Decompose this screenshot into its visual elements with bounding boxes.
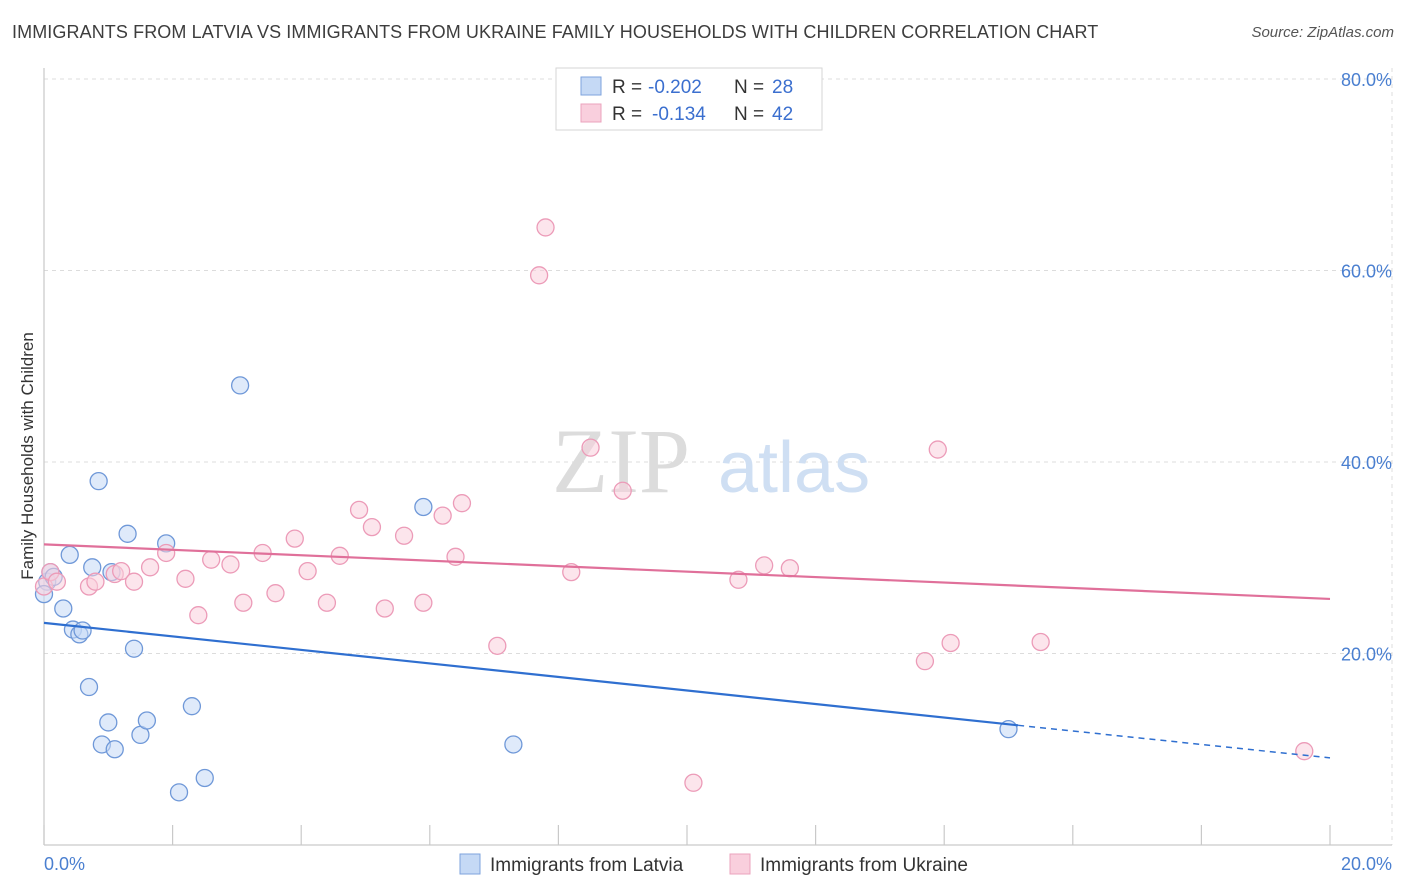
ukraine-point-38 — [780, 559, 800, 578]
legend-ukraine-r-label: R = — [612, 104, 642, 125]
legend-latvia-r-value: -0.202 — [648, 77, 702, 98]
latvia-point-24 — [414, 497, 433, 517]
y-tick-label-80: 80.0% — [1341, 70, 1392, 90]
ukraine-point-14 — [234, 593, 253, 612]
ukraine-point-10 — [176, 569, 195, 588]
y-tick-label-60: 60.0% — [1341, 262, 1392, 282]
ukraine-point-19 — [317, 593, 337, 612]
ukraine-point-43 — [1295, 742, 1314, 761]
ukraine-point-42 — [1031, 632, 1050, 652]
ukraine-point-8 — [140, 558, 160, 577]
ukraine-point-30 — [529, 266, 549, 285]
latvia-point-7 — [73, 621, 92, 640]
ukraine-point-29 — [488, 636, 507, 655]
ukraine-point-13 — [221, 555, 240, 574]
latvia-point-8 — [79, 677, 99, 697]
bottom-legend-swatch-ukraine — [729, 853, 751, 875]
ukraine-trend-line — [43, 543, 1331, 601]
ukraine-point-4 — [86, 572, 105, 591]
x-tick-label-max: 20.0% — [1341, 854, 1392, 874]
legend-latvia-n-value: 28 — [772, 77, 793, 98]
watermark-atlas: atlas — [718, 428, 870, 508]
trend-lines — [43, 543, 1331, 759]
ukraine-point-18 — [298, 562, 317, 581]
ukraine-point-37 — [755, 556, 774, 575]
latvia-point-4 — [60, 545, 79, 565]
ukraine-point-21 — [349, 500, 369, 520]
chart-title: IMMIGRANTS FROM LATVIA VS IMMIGRANTS FRO… — [12, 22, 1099, 42]
latvia-point-20 — [169, 783, 189, 802]
y-tick-label-20: 20.0% — [1341, 645, 1392, 665]
ukraine-point-36 — [729, 570, 748, 589]
ukraine-point-11 — [189, 606, 208, 625]
ukraine-point-35 — [684, 773, 703, 792]
ukraine-point-16 — [266, 584, 285, 603]
ukraine-point-9 — [157, 543, 176, 563]
gridlines — [44, 68, 1393, 845]
latvia-trend-line — [43, 621, 1019, 727]
legend-swatch-latvia — [580, 76, 602, 96]
latvia-point-23 — [230, 376, 250, 395]
ukraine-point-39 — [915, 652, 935, 671]
latvia-trend-extension — [1018, 724, 1331, 759]
ukraine-point-25 — [414, 593, 433, 612]
ukraine-point-34 — [613, 481, 632, 500]
ukraine-point-22 — [362, 517, 382, 537]
source-label: Source: ZipAtlas.com — [1251, 24, 1394, 41]
ukraine-point-28 — [452, 494, 472, 513]
legend-ukraine-n-value: 42 — [772, 104, 793, 125]
y-axis-title: Family Households with Children — [18, 332, 37, 580]
latvia-point-14 — [105, 740, 124, 759]
ukraine-point-7 — [124, 572, 144, 591]
ukraine-point-24 — [394, 526, 414, 545]
bottom-legend-ukraine: Immigrants from Ukraine — [760, 855, 968, 876]
y-tick-label-40: 40.0% — [1341, 453, 1392, 473]
legend-ukraine-r-value: -0.134 — [652, 104, 706, 125]
bottom-legend-swatch-latvia — [459, 853, 481, 875]
latvia-point-21 — [182, 697, 202, 716]
x-tick-label-min: 0.0% — [44, 854, 85, 874]
latvia-point-10 — [89, 471, 108, 491]
latvia-point-12 — [99, 713, 118, 732]
ukraine-point-6 — [112, 562, 131, 581]
latvia-point-3 — [54, 599, 73, 618]
legend-ukraine-n-label: N = — [734, 104, 764, 125]
ukraine-point-40 — [928, 440, 947, 459]
latvia-point-18 — [137, 711, 157, 730]
ukraine-point-23 — [375, 599, 394, 618]
latvia-point-22 — [195, 768, 214, 788]
legend-swatch-ukraine — [580, 103, 602, 123]
ukraine-point-12 — [202, 550, 221, 569]
ukraine-point-17 — [285, 529, 304, 548]
legend-box: R = -0.202 N = 28 R = -0.134 N = 42 — [555, 67, 823, 131]
ukraine-point-41 — [941, 633, 960, 653]
ukraine-point-2 — [47, 572, 67, 591]
legend-latvia-n-label: N = — [734, 77, 764, 98]
ukraine-point-33 — [581, 438, 600, 457]
ukraine-point-26 — [433, 506, 452, 525]
y-tick-labels: 20.0% 40.0% 60.0% 80.0% — [1341, 70, 1392, 665]
latvia-point-16 — [124, 639, 144, 658]
legend-latvia-r-label: R = — [612, 77, 642, 98]
bottom-legend: Immigrants from Latvia Immigrants from U… — [459, 853, 968, 876]
latvia-point-25 — [504, 735, 523, 754]
x-axis-ticks — [43, 825, 1331, 845]
bottom-legend-latvia: Immigrants from Latvia — [490, 855, 684, 876]
ukraine-point-31 — [536, 218, 555, 237]
latvia-point-15 — [118, 524, 137, 543]
